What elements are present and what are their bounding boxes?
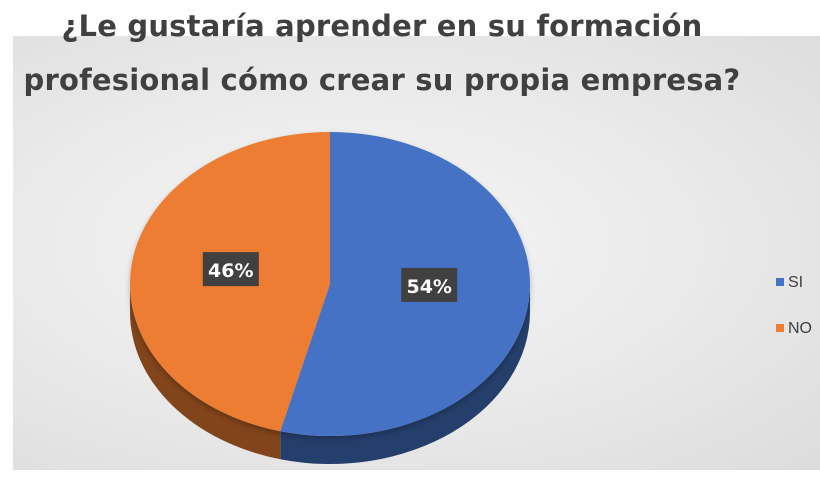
data-label-text: 46% <box>208 260 253 282</box>
legend-label-si: SI <box>788 274 804 291</box>
data-label-box <box>202 252 259 287</box>
legend-swatch-si <box>776 278 784 286</box>
pie-top-slices <box>130 132 531 436</box>
data-label-box <box>401 267 458 302</box>
legend-label-no: NO <box>788 320 812 337</box>
chart-title-line-2: profesional cómo crear su propia empresa… <box>23 63 741 97</box>
data-label-no: 46% <box>202 252 259 287</box>
data-label-text: 54% <box>406 276 451 298</box>
pie-data-labels: 54% 46% <box>202 252 458 302</box>
data-label-si: 54% <box>401 267 458 302</box>
legend-item-no: NO <box>776 320 812 338</box>
pie-side-si <box>280 284 530 464</box>
pie-side-no <box>130 284 281 460</box>
legend-swatch-no <box>776 324 784 332</box>
legend-item-si: SI <box>776 274 803 292</box>
pie-3d-sides <box>130 284 530 464</box>
chart-title-line-1: ¿Le gustaría aprender en su formación <box>61 9 703 43</box>
